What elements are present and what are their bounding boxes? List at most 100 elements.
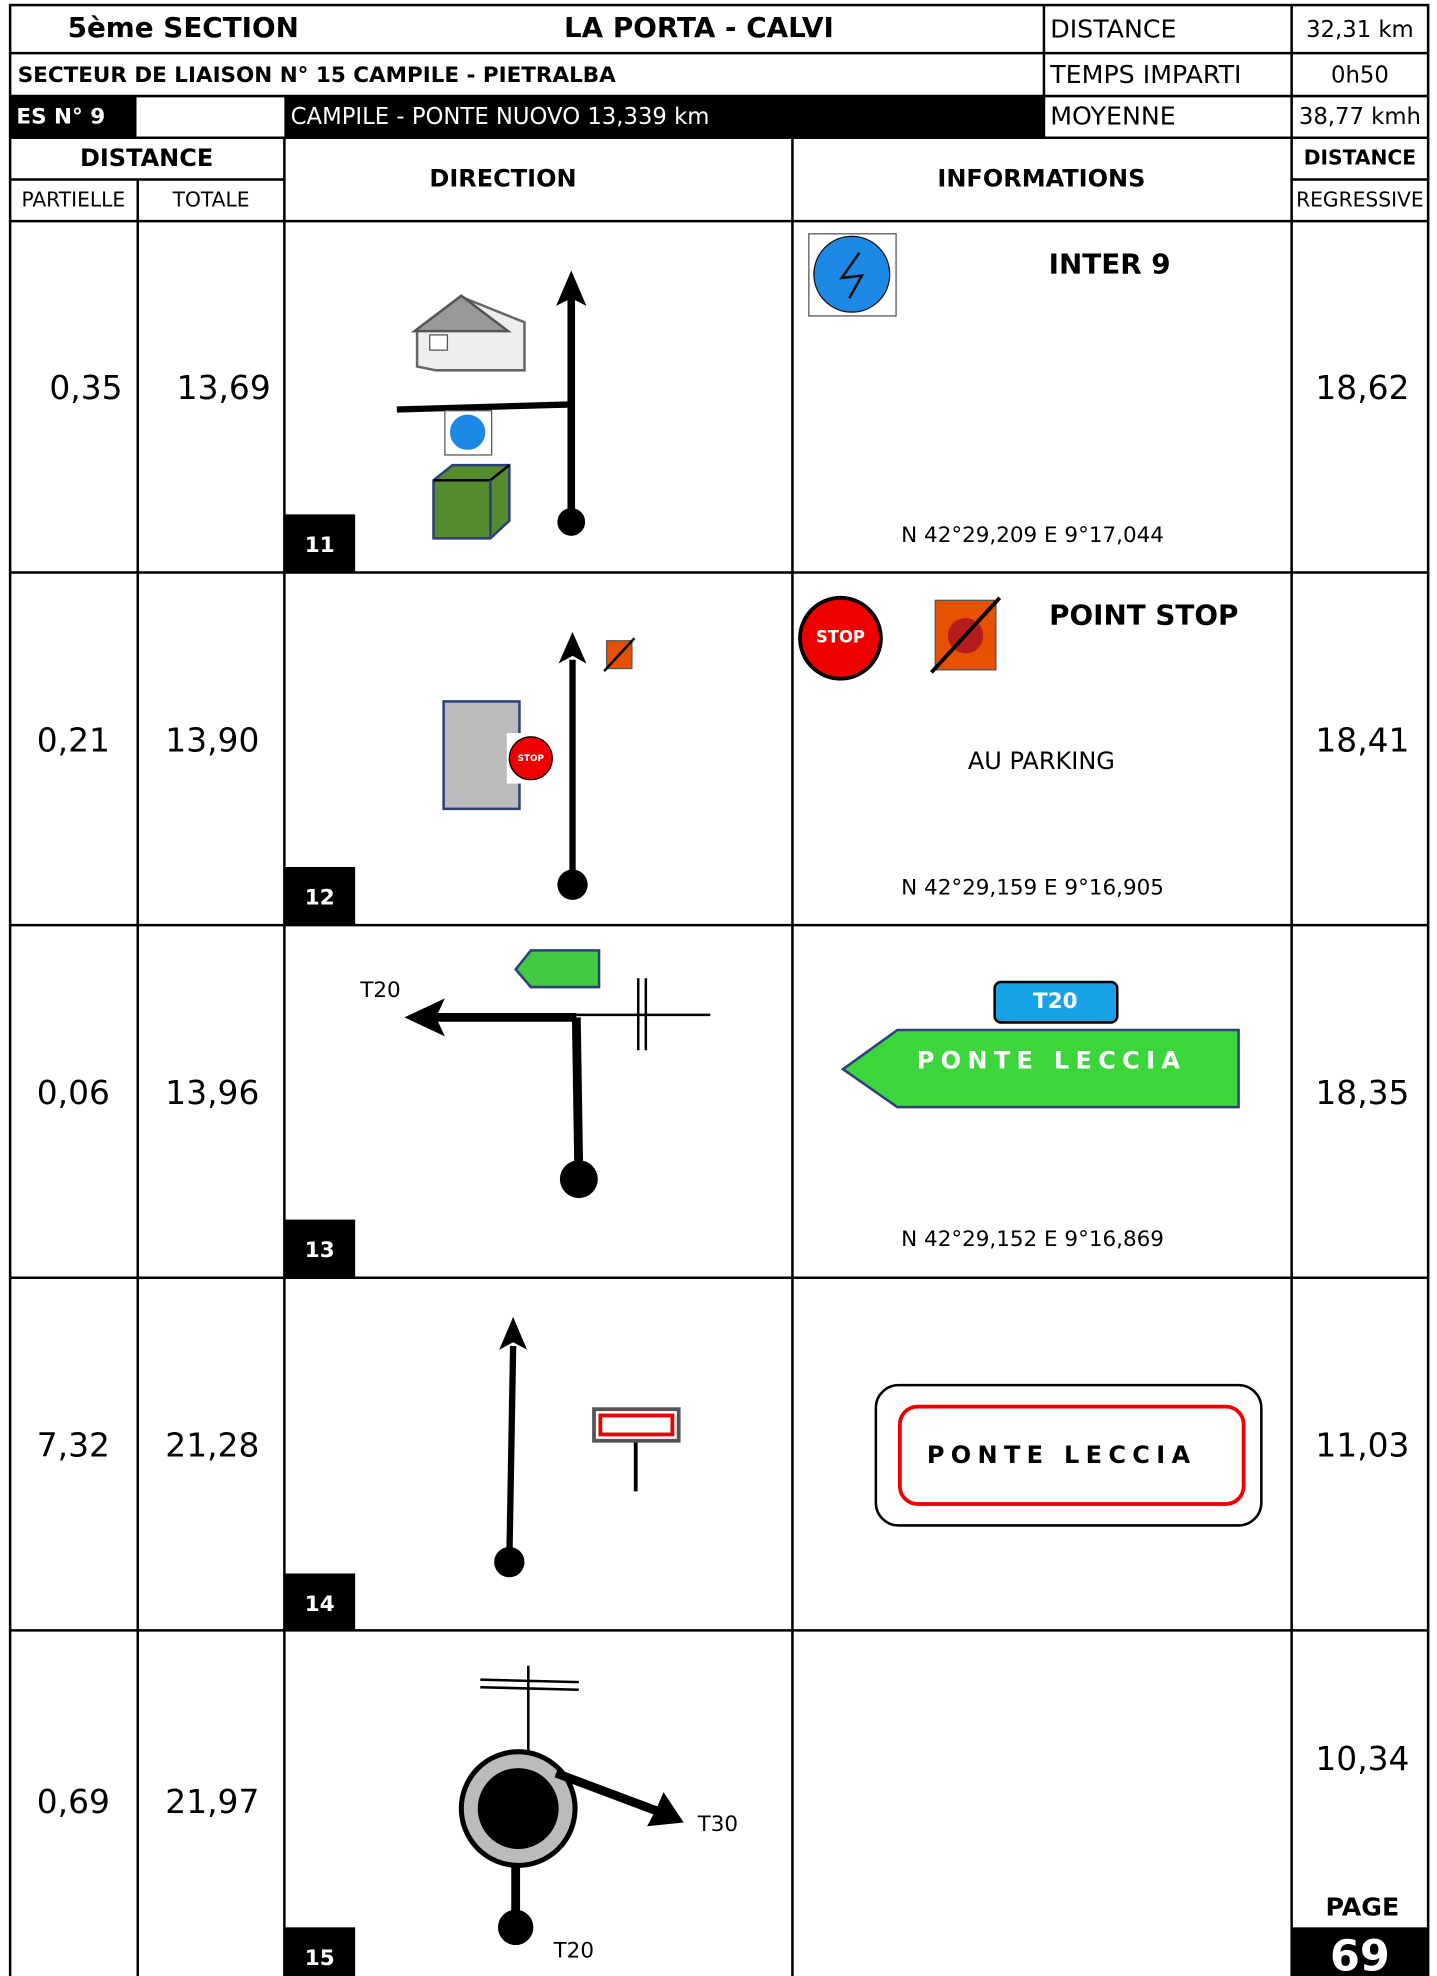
- road-label: T30: [697, 1812, 738, 1837]
- es-band: [10, 96, 137, 138]
- tulip-diagram-part: [497, 1909, 534, 1946]
- tulip-diagram-part: [429, 334, 449, 351]
- es: ES N° 9: [16, 105, 105, 130]
- totale: 13,96: [165, 1074, 259, 1112]
- table-grid: [8, 3, 1430, 1976]
- regressive: 18,41: [1315, 721, 1409, 759]
- tulip-diagram-part: [480, 1685, 579, 1692]
- regressive: 18,35: [1315, 1074, 1409, 1112]
- stop-text: STOP: [816, 628, 865, 647]
- roadbook-part: 11 12 13 14 15: [305, 533, 335, 1971]
- page-label: PAGE: [1326, 1892, 1400, 1921]
- tulip-diagram-part: [442, 700, 521, 811]
- tulip-diagram-part: [647, 1792, 684, 1827]
- tulip-diagram-part: [508, 736, 553, 781]
- tulip-diagram: [494, 1316, 1263, 1578]
- regressive: 11,03: [1315, 1427, 1409, 1465]
- stat-value: 0h50: [1331, 62, 1389, 88]
- tulip-diagram-part: [993, 980, 1119, 1024]
- section: 5ème SECTION: [68, 11, 299, 44]
- tulip-diagram-part: [557, 508, 586, 536]
- tulip-diagram: [442, 595, 1002, 900]
- col-header: DISTANCE: [80, 144, 213, 172]
- road-sign: T20: [1033, 989, 1078, 1014]
- sign-text: PONTE LECCIA: [927, 1441, 1196, 1469]
- road-label: T20: [359, 978, 400, 1003]
- tulip-diagram-part: [499, 1316, 528, 1350]
- stat-value: 32,31 km: [1306, 17, 1414, 43]
- tulip-diagram-part: [506, 1345, 517, 1561]
- partielle: 0,35: [49, 369, 122, 407]
- tulip-diagram-part: [571, 1017, 584, 1178]
- step-number: 12: [305, 886, 335, 911]
- stat-value: 38,77 kmh: [1299, 104, 1421, 130]
- tulip-diagram-part: [494, 1546, 525, 1578]
- step-number-part: [284, 1927, 356, 1976]
- route-band: [284, 96, 1044, 138]
- step-number: 14: [305, 1592, 335, 1617]
- stat-label: MOYENNE: [1050, 102, 1175, 131]
- step-number: 15: [305, 1946, 335, 1971]
- tulip-diagram-part: [840, 1028, 1240, 1109]
- col-header: PARTIELLE: [21, 187, 125, 211]
- tulip-diagram-part: [477, 1768, 559, 1849]
- step-number-part: [284, 514, 356, 573]
- tulip-diagram-part: [559, 1160, 598, 1199]
- totale: 21,28: [165, 1427, 259, 1465]
- step-number: 11: [305, 533, 335, 558]
- gps: N 42°29,209 E 9°17,044: [901, 523, 1164, 548]
- gps: N 42°29,159 E 9°16,905: [901, 875, 1164, 900]
- step-number-part: [284, 866, 356, 926]
- title: LA PORTA - CALVI: [564, 11, 834, 44]
- col-header: INFORMATIONS: [937, 164, 1145, 192]
- road-label: T20: [553, 1938, 594, 1963]
- tulip-diagram-part: [798, 595, 883, 681]
- inter-sign-part: [813, 235, 891, 313]
- info-text: AU PARKING: [968, 747, 1115, 775]
- tulip-diagram-part: [449, 414, 486, 450]
- tulip-diagram-part: [410, 294, 512, 333]
- tulip-diagram-part: [432, 463, 511, 540]
- regressive: 10,34: [1315, 1740, 1409, 1778]
- tulip-diagram-part: [598, 1413, 675, 1437]
- page-band: [1291, 1927, 1429, 1976]
- tulip-diagram: [396, 270, 587, 540]
- partielle: 0,69: [37, 1783, 110, 1821]
- es-route: CAMPILE - PONTE NUOVO 13,339 km: [291, 104, 710, 130]
- info-title: POINT STOP: [1049, 599, 1238, 632]
- tulip-diagram-part: [554, 1769, 659, 1816]
- tulip-diagram-part: [556, 270, 587, 306]
- totale: 21,97: [165, 1783, 259, 1821]
- col-header: REGRESSIVE: [1296, 187, 1424, 211]
- tulip-diagram-part: [603, 637, 636, 672]
- regressive: 18,62: [1315, 369, 1409, 407]
- tulip-diagram: [404, 949, 1240, 1199]
- tulip-diagram-part: [514, 949, 601, 989]
- step-number: [284, 514, 356, 1976]
- sign-text: PONTE LECCIA: [917, 1047, 1186, 1075]
- tulip-diagram: [458, 1665, 684, 1946]
- totale: 13,69: [177, 369, 271, 407]
- col-header: DISTANCE: [1304, 146, 1416, 170]
- partielle: 0,21: [37, 721, 110, 759]
- tulip-diagram-part: [930, 596, 1002, 674]
- gps: N 42°29,152 E 9°16,869: [901, 1227, 1164, 1252]
- table-grid-part: [8, 3, 1430, 1976]
- info-title: INTER 9: [1049, 247, 1171, 280]
- step-number-part: [284, 1573, 356, 1631]
- partielle: 7,32: [37, 1427, 110, 1465]
- totale: 13,90: [165, 721, 259, 759]
- page-number: 69: [1330, 1931, 1390, 1976]
- col-header: TOTALE: [172, 187, 250, 211]
- tulip-diagram-part: [396, 401, 572, 413]
- step-number-part: [284, 1219, 356, 1278]
- partielle: 0,06: [37, 1074, 110, 1112]
- tulip-diagram-part: [897, 1404, 1246, 1506]
- tulip-diagram-part: [557, 869, 588, 900]
- stop-text: STOP: [518, 754, 545, 764]
- tulip-diagram-part: [558, 631, 587, 664]
- tulip-diagram-part: [480, 1678, 579, 1684]
